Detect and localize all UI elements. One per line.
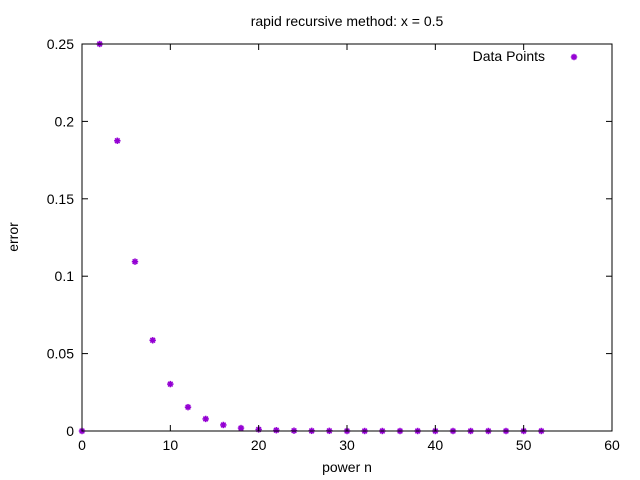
y-tick-label: 0.15 xyxy=(47,191,74,207)
x-tick-label: 0 xyxy=(78,437,86,453)
y-axis-ticks: 0 0.05 0.1 0.15 0.2 0.25 xyxy=(47,36,612,439)
data-point xyxy=(114,137,121,144)
x-axis-ticks: 0 10 20 30 40 50 60 xyxy=(78,44,620,453)
data-point xyxy=(202,415,209,423)
x-tick-label: 50 xyxy=(516,437,532,453)
y-tick-label: 0.2 xyxy=(55,113,75,129)
x-tick-label: 40 xyxy=(428,437,444,453)
y-tick-label: 0.1 xyxy=(55,268,75,284)
data-point xyxy=(184,403,192,411)
legend-label: Data Points xyxy=(473,48,545,64)
legend-marker-symbol xyxy=(570,53,578,61)
y-tick-label: 0.25 xyxy=(47,36,74,52)
data-point xyxy=(273,427,280,434)
data-point xyxy=(167,380,174,388)
y-tick-label: 0.05 xyxy=(47,346,74,362)
x-tick-label: 60 xyxy=(604,437,620,453)
x-tick-label: 20 xyxy=(251,437,267,453)
legend-marker xyxy=(570,53,578,61)
y-axis-label: error xyxy=(5,222,21,252)
y-tick-label: 0 xyxy=(66,423,74,439)
chart-title: rapid recursive method: x = 0.5 xyxy=(251,13,444,29)
data-point xyxy=(131,258,139,265)
x-tick-label: 30 xyxy=(339,437,355,453)
legend: Data Points xyxy=(473,48,578,64)
data-point xyxy=(237,424,245,432)
data-point xyxy=(149,337,156,344)
x-axis-label: power n xyxy=(322,459,372,475)
x-tick-label: 10 xyxy=(163,437,179,453)
data-point xyxy=(220,421,227,429)
